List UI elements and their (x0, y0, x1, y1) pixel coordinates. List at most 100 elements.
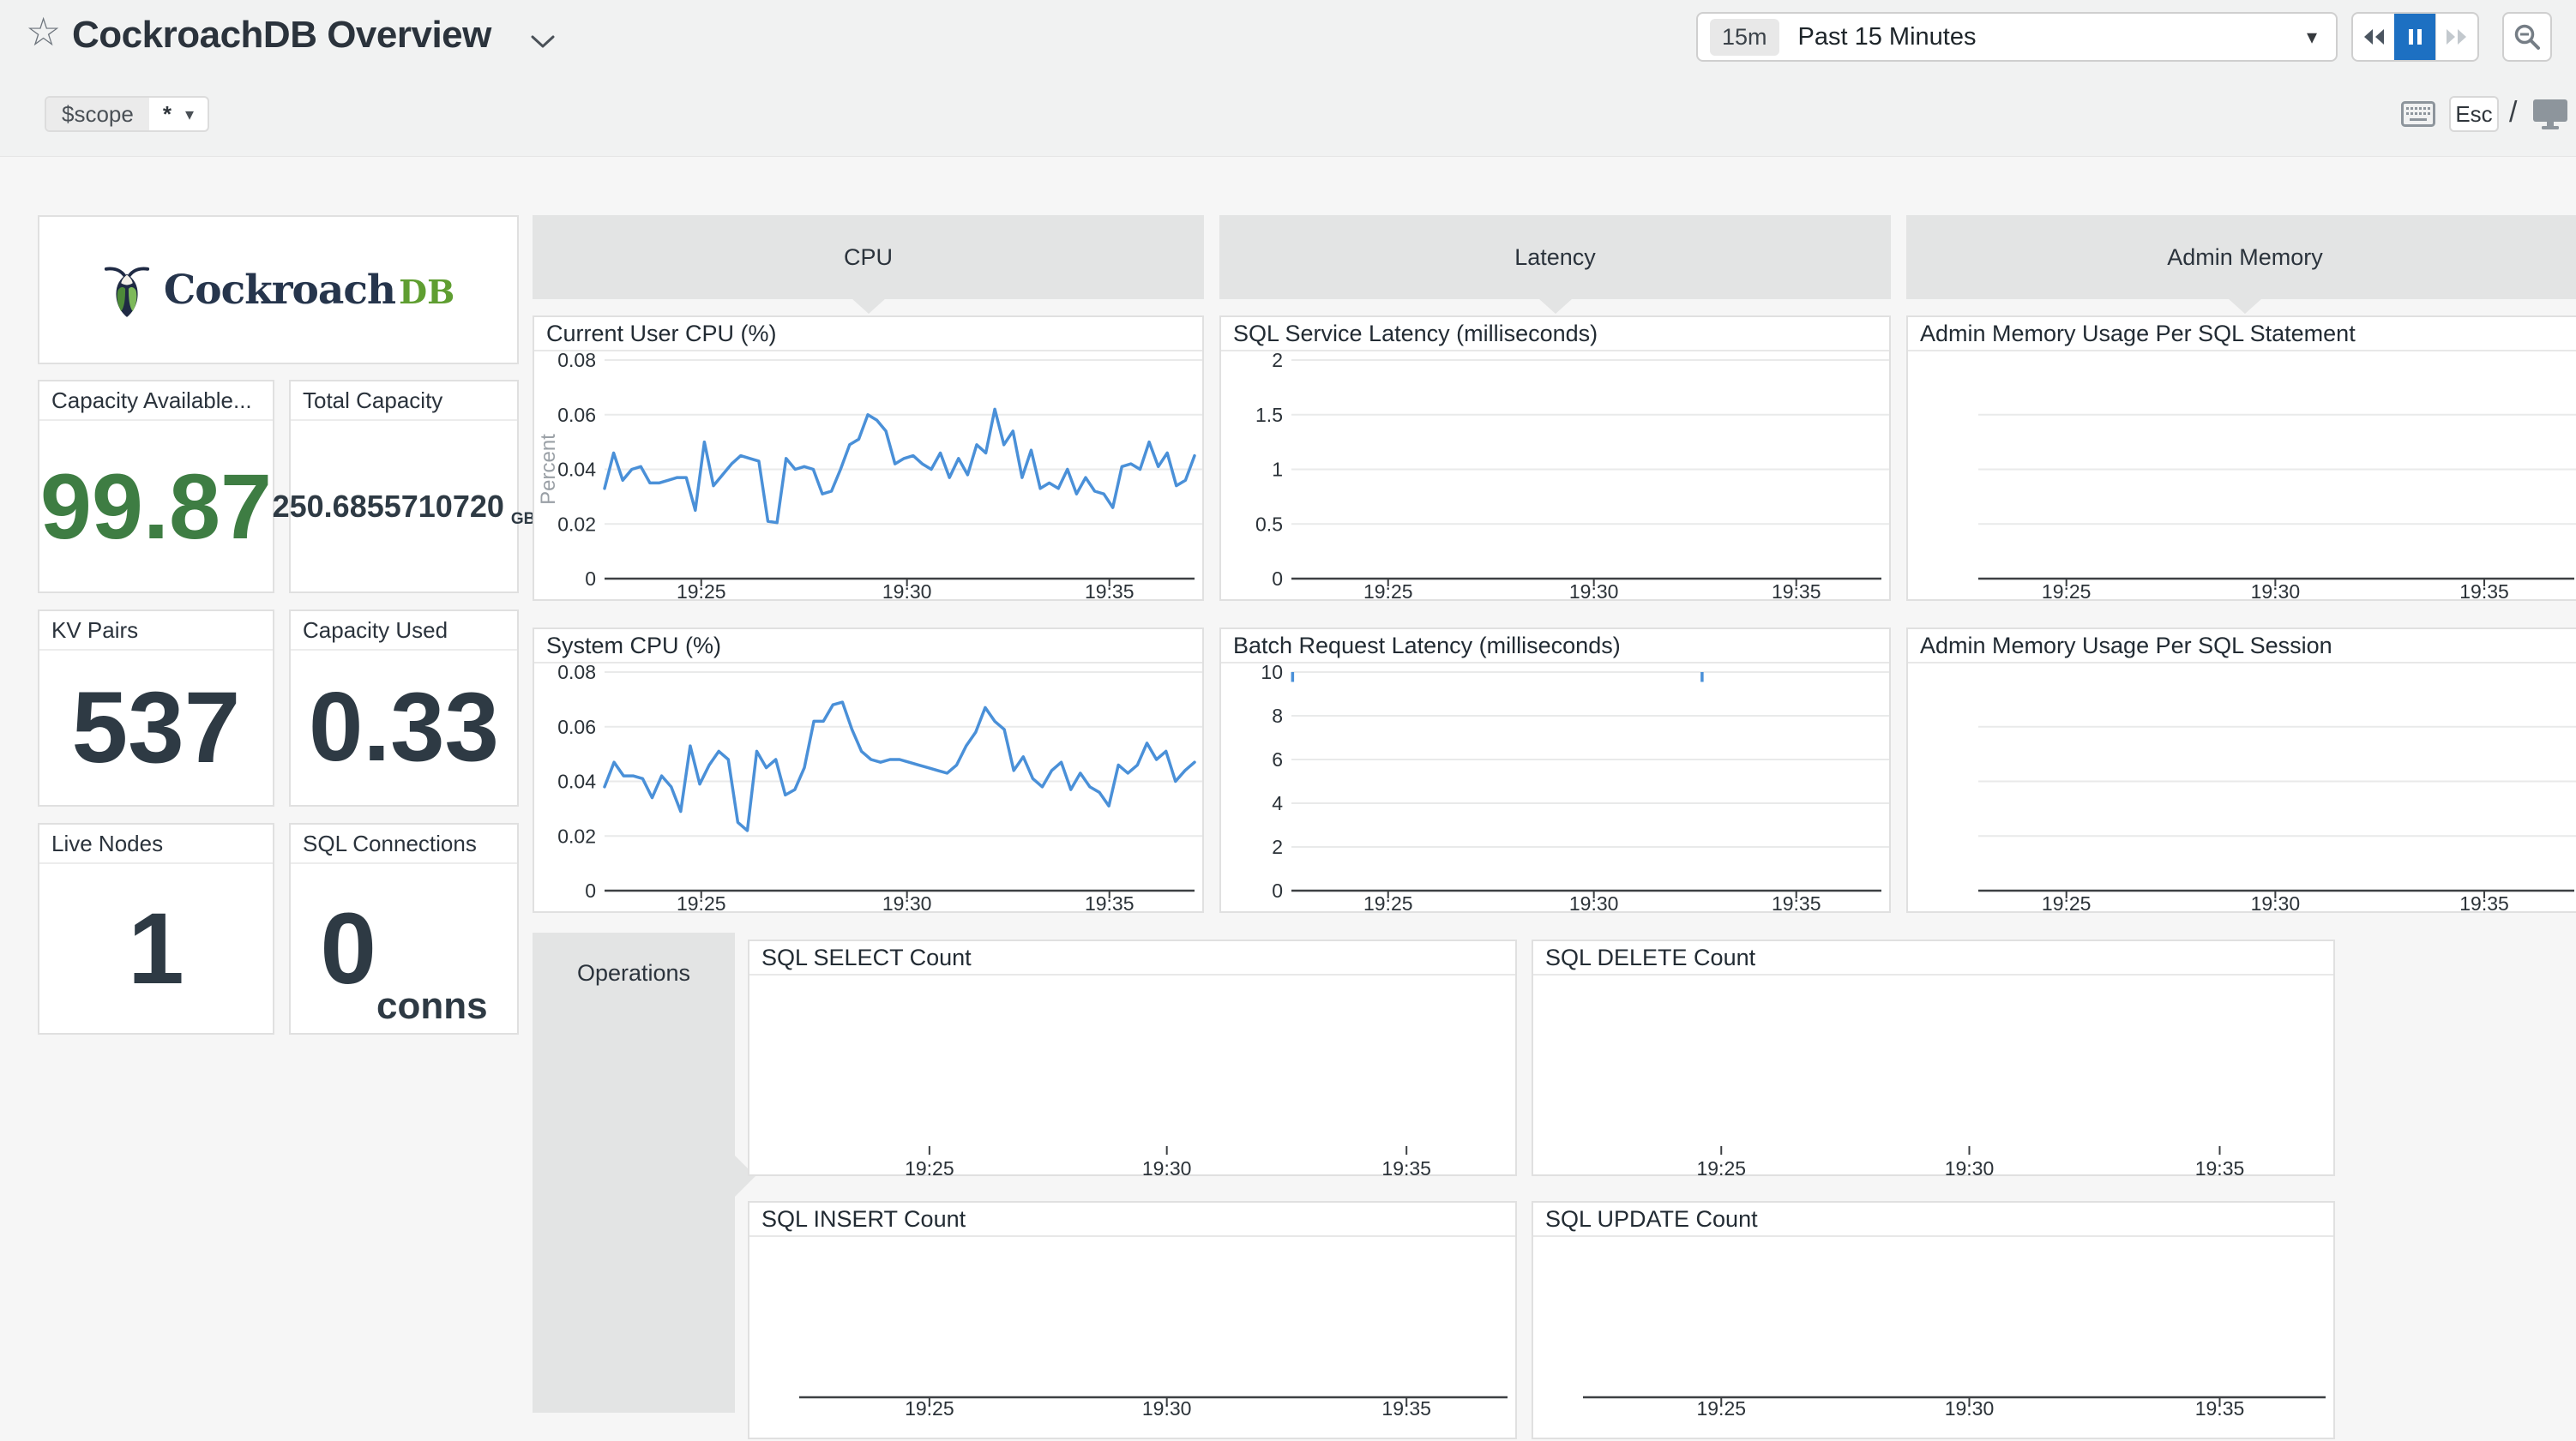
cockroachdb-logo-card: Cockroach DB (38, 215, 519, 364)
svg-text:2: 2 (1272, 351, 1283, 371)
svg-text:19:30: 19:30 (2251, 892, 2301, 913)
group-notch (2228, 298, 2262, 314)
svg-text:19:25: 19:25 (905, 1157, 954, 1176)
line-chart: 19:25 19:30 19:35 (799, 1396, 1508, 1420)
svg-text:19:35: 19:35 (1381, 1157, 1431, 1176)
panel-title: SQL Service Latency (milliseconds) (1221, 317, 1889, 351)
svg-text:0.02: 0.02 (557, 825, 596, 847)
svg-text:19:35: 19:35 (1085, 892, 1135, 913)
line-chart: 0.02 0.04 0.06 0.08 0 19:25 19:30 19:35 (557, 663, 1202, 913)
svg-text:19:30: 19:30 (1142, 1157, 1192, 1176)
panel-admin-memory-statement: Admin Memory Usage Per SQL Statement 19:… (1906, 315, 2576, 601)
stat-label: Capacity Used (291, 611, 517, 651)
stat-label: SQL Connections (291, 825, 517, 864)
panel-title: Admin Memory Usage Per SQL Statement (1908, 317, 2576, 351)
svg-text:19:30: 19:30 (882, 580, 932, 601)
panel-sql-select-count: SQL SELECT Count 19:25 19:30 19:35 (748, 940, 1517, 1176)
stat-card-sql-connections: SQL Connections 0 conns (289, 823, 519, 1035)
svg-text:19:25: 19:25 (677, 580, 726, 601)
panel-sql-update-count: SQL UPDATE Count 19:25 19:30 19:35 (1532, 1201, 2335, 1439)
svg-text:19:35: 19:35 (2195, 1397, 2245, 1420)
line-chart: 0.02 0.04 0.06 0.08 0 19:25 19:30 19:35 Percent (537, 351, 1202, 601)
panel-sql-service-latency: SQL Service Latency (milliseconds) 0.5 1 1… (1219, 315, 1891, 601)
svg-text:0.04: 0.04 (557, 771, 596, 793)
svg-text:0.5: 0.5 (1255, 513, 1283, 535)
svg-text:19:35: 19:35 (2459, 580, 2509, 601)
star-icon[interactable]: ☆ (26, 9, 62, 54)
panel-title: System CPU (%) (534, 629, 1202, 663)
stat-card-capacity-used: Capacity Used 0.33 (289, 609, 519, 807)
stat-value: 99.87 (39, 453, 273, 558)
zoom-out-button[interactable] (2502, 12, 2552, 62)
esc-key: Esc (2449, 96, 2499, 132)
pause-button[interactable] (2394, 14, 2435, 60)
stat-value: 1 (128, 892, 184, 1006)
line-chart: 19:25 19:30 19:35 (1978, 725, 2576, 913)
svg-text:19:25: 19:25 (1696, 1397, 1746, 1420)
monitor-icon[interactable] (2531, 98, 2569, 130)
stat-value: 0 (320, 892, 377, 1006)
svg-text:19:30: 19:30 (1945, 1397, 1995, 1420)
panel-title: Admin Memory Usage Per SQL Session (1908, 629, 2576, 663)
svg-text:4: 4 (1272, 792, 1283, 814)
panel-current-user-cpu: Current User CPU (%) 0.02 0.04 0.06 0.08 0 19… (533, 315, 1204, 601)
group-title: Latency (1514, 243, 1596, 270)
svg-text:0.02: 0.02 (557, 513, 596, 535)
stat-label: Live Nodes (39, 825, 273, 864)
line-chart: 19:25 19:30 19:35 (1583, 1396, 2326, 1420)
group-title: Operations (576, 960, 691, 986)
fast-forward-icon (2447, 29, 2466, 45)
scope-variable-value: * (162, 100, 172, 127)
slash-separator: / (2509, 96, 2518, 129)
svg-text:10: 10 (1261, 663, 1283, 683)
svg-text:19:25: 19:25 (905, 1397, 954, 1420)
stat-card-total-capacity: Total Capacity 250.6855710720 GB (273, 380, 535, 593)
svg-text:19:35: 19:35 (2195, 1157, 2245, 1176)
group-header-admin-memory[interactable]: Admin Memory (1906, 215, 2576, 314)
rewind-icon (2364, 29, 2384, 45)
logo-suffix: DB (399, 272, 455, 311)
svg-text:19:30: 19:30 (1142, 1397, 1192, 1420)
fast-forward-button[interactable] (2435, 14, 2477, 60)
chevron-down-icon[interactable] (530, 34, 556, 50)
panel-batch-request-latency: Batch Request Latency (milliseconds) 2 4 6… (1219, 627, 1891, 913)
dropdown-caret-icon: ▾ (184, 105, 195, 124)
svg-text:8: 8 (1272, 705, 1283, 727)
panel-sql-insert-count: SQL INSERT Count 19:25 19:30 19:35 (748, 1201, 1517, 1439)
stat-unit: GB (510, 509, 536, 528)
group-header-latency[interactable]: Latency (1219, 215, 1891, 314)
svg-text:19:35: 19:35 (1085, 580, 1135, 601)
group-header-cpu[interactable]: CPU (533, 215, 1204, 314)
panel-system-cpu: System CPU (%) 0.02 0.04 0.06 0.08 0 19:25 19:… (533, 627, 1204, 913)
scope-variable-name: $scope (46, 98, 149, 130)
time-range-dropdown[interactable]: 15m Past 15 Minutes ▾ (1696, 12, 2338, 62)
group-header-operations[interactable]: Operations (533, 933, 755, 1413)
stat-label: Total Capacity (291, 381, 517, 421)
svg-text:19:30: 19:30 (882, 892, 932, 913)
keyboard-icon[interactable] (2401, 101, 2435, 127)
logo-name: Cockroach (163, 266, 396, 314)
svg-text:1.5: 1.5 (1255, 404, 1283, 426)
svg-text:0.06: 0.06 (557, 716, 596, 738)
zoom-out-icon (2514, 24, 2540, 50)
scope-variable-dropdown[interactable]: $scope * ▾ (45, 96, 210, 132)
svg-text:0: 0 (1272, 880, 1283, 902)
page-title: CockroachDB Overview (72, 14, 491, 56)
svg-text:19:25: 19:25 (1363, 580, 1413, 601)
svg-text:19:30: 19:30 (1945, 1157, 1995, 1176)
line-chart: 19:25 19:30 19:35 (905, 1146, 1431, 1176)
dropdown-caret-icon: ▾ (2306, 25, 2317, 49)
stat-label: KV Pairs (39, 611, 273, 651)
svg-text:0: 0 (585, 567, 596, 590)
time-range-label: Past 15 Minutes (1797, 22, 1977, 51)
rewind-button[interactable] (2353, 14, 2394, 60)
group-title: Admin Memory (2167, 243, 2323, 270)
stat-value: 537 (71, 671, 241, 784)
svg-text:0.04: 0.04 (557, 459, 596, 481)
panel-sql-delete-count: SQL DELETE Count 19:25 19:30 19:35 (1532, 940, 2335, 1176)
line-chart: 0.5 1 1.5 2 0 19:25 19:30 19:35 (1255, 351, 1889, 601)
stat-unit: conns (376, 985, 488, 1027)
svg-text:19:35: 19:35 (1381, 1397, 1431, 1420)
svg-text:0: 0 (585, 880, 596, 902)
